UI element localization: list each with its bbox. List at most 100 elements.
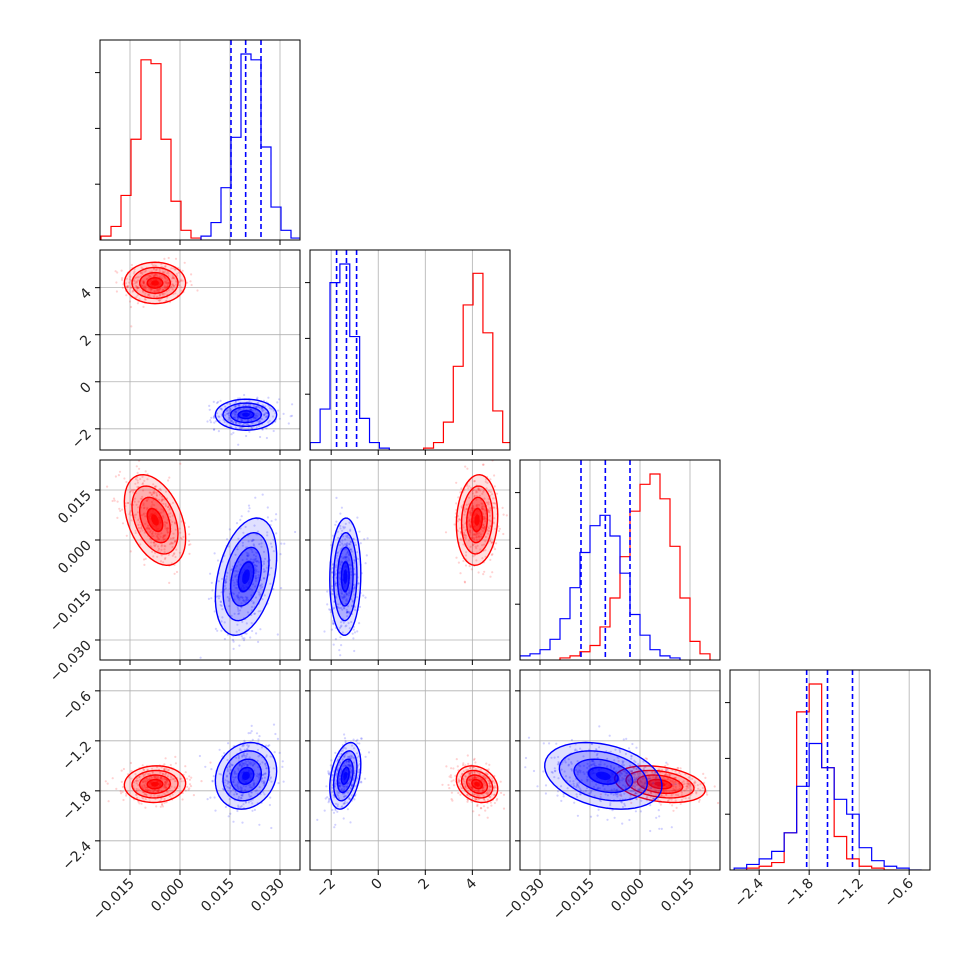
- scatter-point: [287, 422, 290, 425]
- scatter-point: [120, 769, 123, 772]
- scatter-point: [674, 785, 677, 789]
- scatter-point: [469, 526, 472, 529]
- scatter-point: [228, 765, 231, 768]
- scatter-point: [254, 496, 257, 499]
- scatter-point: [244, 762, 247, 766]
- scatter-point: [228, 416, 231, 420]
- scatter-point: [250, 588, 254, 592]
- scatter-point: [144, 788, 147, 791]
- scatter-point: [232, 592, 236, 596]
- scatter-point: [255, 560, 258, 563]
- scatter-point: [487, 529, 490, 532]
- scatter-point: [175, 272, 178, 275]
- scatter-point: [464, 538, 467, 541]
- scatter-point: [246, 554, 249, 557]
- scatter-point: [128, 300, 132, 303]
- scatter-point: [264, 570, 267, 573]
- scatter-point: [149, 789, 152, 792]
- scatter-point: [235, 564, 238, 568]
- scatter-point: [148, 294, 151, 297]
- scatter-point: [113, 499, 116, 502]
- scatter-point: [481, 557, 484, 560]
- scatter-point: [129, 286, 132, 289]
- scatter-point: [107, 800, 110, 803]
- scatter-point: [264, 762, 267, 765]
- scatter-point: [258, 406, 261, 409]
- grid-lines: [310, 460, 510, 660]
- scatter-point: [173, 786, 176, 789]
- scatter-point: [251, 786, 254, 789]
- scatter-point: [253, 783, 256, 787]
- scatter-point: [491, 502, 494, 505]
- scatter-point: [256, 560, 259, 563]
- scatter-point: [344, 794, 347, 798]
- scatter-point: [252, 779, 255, 782]
- scatter-point: [224, 579, 227, 582]
- scatter-point: [475, 539, 478, 542]
- scatter-point: [256, 414, 259, 418]
- scatter-point: [235, 775, 238, 779]
- scatter-point: [249, 547, 252, 550]
- scatter-point: [243, 754, 246, 757]
- scatter-point: [245, 632, 248, 635]
- scatter-point: [254, 572, 257, 575]
- scatter-point: [334, 782, 337, 785]
- scatter-point: [154, 551, 157, 555]
- scatter-point: [336, 810, 339, 813]
- scatter-point: [338, 571, 341, 574]
- scatter-point: [484, 509, 487, 512]
- scatter-point: [240, 419, 243, 422]
- scatter-point: [672, 782, 675, 786]
- scatter-point: [595, 783, 598, 786]
- grid-lines: [330, 250, 473, 450]
- scatter-point: [153, 504, 156, 507]
- scatter-point: [472, 758, 476, 761]
- scatter-point: [464, 785, 468, 788]
- scatter-point: [482, 774, 485, 778]
- scatter-point: [262, 782, 265, 785]
- scatter-point: [494, 527, 497, 531]
- scatter-point: [575, 749, 579, 752]
- scatter-point: [234, 784, 237, 787]
- scatter-point: [362, 594, 365, 597]
- histogram-red-series: [746, 683, 897, 870]
- density-contour: [123, 261, 187, 305]
- scatter-point: [679, 802, 682, 806]
- scatter-point: [134, 478, 137, 481]
- scatter-point: [250, 594, 253, 597]
- scatter-point: [224, 584, 227, 587]
- scatter-point: [254, 557, 258, 561]
- scatter-point: [469, 509, 472, 513]
- scatter-point: [459, 537, 462, 540]
- scatter-point: [488, 790, 491, 793]
- scatter-point: [212, 400, 215, 403]
- scatter-point: [212, 428, 216, 431]
- scatter-point: [172, 553, 175, 556]
- scatter-point: [152, 483, 155, 486]
- scatter-point: [142, 797, 145, 800]
- scatter-point: [352, 538, 355, 541]
- scatter-point: [248, 786, 251, 789]
- scatter-point: [267, 396, 270, 399]
- scatter-point: [158, 533, 161, 536]
- scatter-point: [250, 599, 253, 603]
- scatter-point: [216, 629, 219, 632]
- scatter-point: [345, 598, 348, 601]
- scatter-point: [178, 280, 181, 283]
- scatter-point: [166, 531, 169, 534]
- scatter-point: [634, 780, 637, 783]
- scatter-point: [229, 790, 232, 793]
- scatter-point: [141, 475, 144, 478]
- scatter-point: [245, 599, 248, 602]
- scatter-point: [468, 773, 471, 776]
- scatter-point: [457, 791, 460, 795]
- scatter-point: [617, 785, 620, 788]
- scatter-point: [347, 557, 350, 560]
- scatter-point: [250, 795, 253, 798]
- scatter-point: [493, 506, 496, 509]
- scatter-point: [179, 777, 182, 780]
- scatter-point: [498, 527, 501, 530]
- scatter-point: [501, 506, 504, 509]
- scatter-point: [490, 541, 493, 545]
- scatter-point: [340, 506, 343, 509]
